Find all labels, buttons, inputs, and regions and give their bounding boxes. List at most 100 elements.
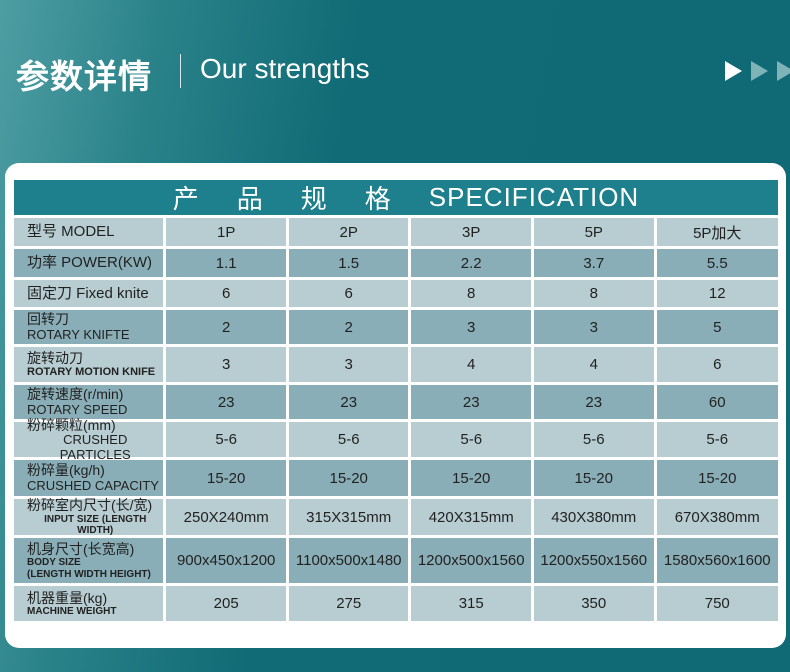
- table-cell: 250X240mm: [166, 499, 286, 535]
- row-label-en: INPUT SIZE (LENGTH WIDTH): [44, 513, 147, 537]
- row-label: 粉碎颗粒(mm) CRUSHED PARTICLES: [14, 417, 164, 461]
- table-header: 产品规格 SPECIFICATION: [14, 180, 778, 215]
- table-cell: 60: [656, 385, 778, 419]
- table-row: 功率 POWER(KW) 1.1 1.5 2.2 3.7 5.5: [14, 249, 778, 277]
- row-label: 机器重量(kg) MACHINE WEIGHT: [14, 586, 164, 621]
- row-label-en: ROTARY KNIFTE: [27, 326, 130, 342]
- table-cell: 420X315mm: [411, 499, 531, 535]
- page-subtitle: Our strengths: [200, 53, 370, 84]
- row-label: 粉碎室内尺寸(长/宽) INPUT SIZE (LENGTH WIDTH): [14, 497, 164, 537]
- table-cell: 350: [533, 586, 654, 621]
- row-label-cn: 回转刀: [27, 311, 69, 328]
- play-arrow-icon: [751, 61, 768, 81]
- table-cell: 12: [656, 280, 778, 307]
- table-cell: 5-6: [656, 422, 778, 457]
- row-label-cn: 旋转动刀: [27, 350, 83, 367]
- table-cell: 5-6: [533, 422, 654, 457]
- table-cell: 750: [656, 586, 778, 621]
- row-label-en: (LENGTH WIDTH HEIGHT): [27, 568, 151, 580]
- row-label-cn: 粉碎量(kg/h): [27, 462, 105, 479]
- table-cell: 205: [166, 586, 286, 621]
- table-cell: 430X380mm: [533, 499, 654, 535]
- row-label-cn: 粉碎室内尺寸(长/宽): [27, 497, 153, 514]
- row-label-en: ROTARY SPEED: [27, 401, 128, 417]
- row-label-en: ROTARY MOTION KNIFE: [27, 366, 156, 379]
- table-cell: 1.1: [166, 249, 286, 277]
- row-label-en: CRUSHED PARTICLES: [59, 431, 131, 462]
- table-cell: 6: [166, 280, 286, 307]
- table-cell: 15-20: [288, 460, 409, 496]
- row-label-cn: 固定刀 Fixed knite: [27, 284, 149, 302]
- table-cell: 2: [288, 310, 409, 344]
- table-cell: 315: [411, 586, 531, 621]
- table-row: 粉碎量(kg/h) CRUSHED CAPACITY 15-20 15-20 15-20…: [14, 460, 778, 496]
- row-label-en: BODY SIZE: [27, 557, 81, 569]
- table-cell: 5: [656, 310, 778, 344]
- table-row: 旋转速度(r/min) ROTARY SPEED 23 23 23 23 60: [14, 385, 778, 419]
- table-row: 粉碎室内尺寸(长/宽) INPUT SIZE (LENGTH WIDTH) 250X…: [14, 497, 778, 537]
- table-cell: 4: [533, 347, 654, 382]
- page-title: 参数详情: [16, 57, 152, 96]
- table-cell: 1580x560x1600: [656, 538, 778, 583]
- table-row: 机身尺寸(长宽高) BODY SIZE (LENGTH WIDTH HEIGHT) 9…: [14, 538, 778, 583]
- row-label: 固定刀 Fixed knite: [14, 280, 164, 307]
- table-cell: 2P: [288, 218, 409, 246]
- row-label-cn: 旋转速度(r/min): [27, 386, 124, 403]
- table-cell: 15-20: [166, 460, 286, 496]
- table-cell: 275: [288, 586, 409, 621]
- table-cell: 3: [411, 310, 531, 344]
- table-cell: 5P: [533, 218, 654, 246]
- table-cell: 23: [166, 385, 286, 419]
- table-cell: 3P: [411, 218, 531, 246]
- table-cell: 670X380mm: [656, 499, 778, 535]
- row-label-cn: 机身尺寸(长宽高): [27, 540, 135, 557]
- table-cell: 15-20: [656, 460, 778, 496]
- table-cell: 15-20: [411, 460, 531, 496]
- row-label: 旋转动刀 ROTARY MOTION KNIFE: [14, 347, 164, 382]
- row-label: 回转刀 ROTARY KNIFTE: [14, 310, 164, 344]
- table-cell: 900x450x1200: [166, 538, 286, 583]
- play-arrow-icon: [725, 61, 742, 81]
- table-cell: 5-6: [288, 422, 409, 457]
- table-cell: 1200x500x1560: [411, 538, 531, 583]
- table-row: 旋转动刀 ROTARY MOTION KNIFE 3 3 4 4 6: [14, 347, 778, 382]
- row-label-cn: 粉碎颗粒(mm): [27, 416, 116, 433]
- row-label-en: MACHINE WEIGHT: [27, 605, 117, 617]
- table-cell: 8: [411, 280, 531, 307]
- table-cell: 8: [533, 280, 654, 307]
- table-cell: 2: [166, 310, 286, 344]
- table-cell: 3.7: [533, 249, 654, 277]
- table-cell: 1200x550x1560: [533, 538, 654, 583]
- row-label-en: CRUSHED CAPACITY: [27, 477, 159, 493]
- row-label-cn: 型号 MODEL: [27, 223, 115, 241]
- table-row: 机器重量(kg) MACHINE WEIGHT 205 275 315 350 750: [14, 586, 778, 621]
- table-cell: 2.2: [411, 249, 531, 277]
- table-cell: 5-6: [411, 422, 531, 457]
- table-cell: 1100x500x1480: [288, 538, 409, 583]
- table-cell: 5.5: [656, 249, 778, 277]
- table-title-en: SPECIFICATION: [428, 182, 640, 212]
- table-cell: 23: [533, 385, 654, 419]
- play-arrow-icon: [777, 61, 790, 81]
- row-label: 旋转速度(r/min) ROTARY SPEED: [14, 385, 164, 419]
- row-label: 型号 MODEL: [14, 218, 164, 246]
- spec-table: 产品规格 SPECIFICATION 型号 MODEL 1P 2P 3P 5P 5P加大功…: [14, 180, 778, 621]
- table-cell: 23: [288, 385, 409, 419]
- row-label: 机身尺寸(长宽高) BODY SIZE (LENGTH WIDTH HEIGHT): [14, 538, 164, 583]
- table-cell: 315X315mm: [288, 499, 409, 535]
- table-cell: 3: [166, 347, 286, 382]
- table-cell: 6: [656, 347, 778, 382]
- table-cell: 1.5: [288, 249, 409, 277]
- table-row: 固定刀 Fixed knite 6 6 8 8 12: [14, 280, 778, 307]
- table-cell: 23: [411, 385, 531, 419]
- table-cell: 5P加大: [656, 218, 778, 246]
- table-cell: 1P: [166, 218, 286, 246]
- table-row: 回转刀 ROTARY KNIFTE 2 2 3 3 5: [14, 310, 778, 344]
- table-cell: 15-20: [533, 460, 654, 496]
- row-label-cn: 机器重量(kg): [27, 589, 108, 606]
- title-divider: [180, 54, 181, 88]
- table-cell: 3: [288, 347, 409, 382]
- table-cell: 5-6: [166, 422, 286, 457]
- table-cell: 4: [411, 347, 531, 382]
- table-title-cn: 产品规格: [172, 184, 429, 214]
